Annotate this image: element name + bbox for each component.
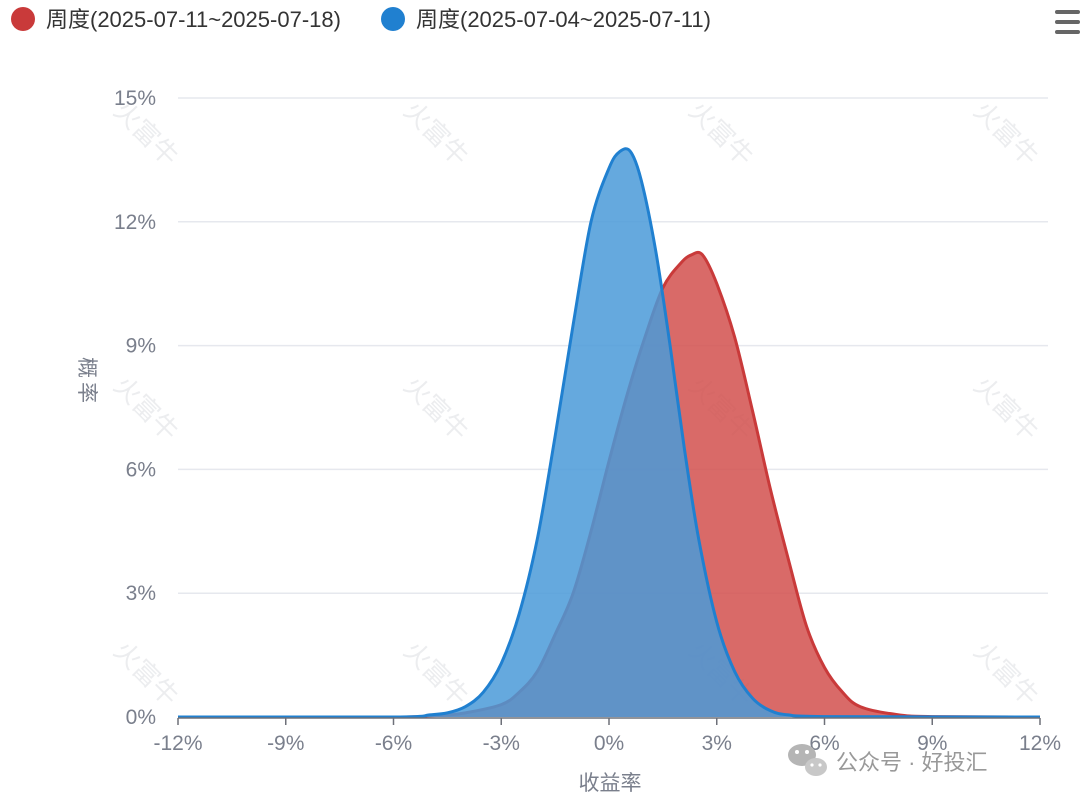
watermark-text: 火富牛 [967, 371, 1043, 447]
legend-item-week-0711-0718[interactable]: 周度(2025-07-11~2025-07-18) [11, 7, 341, 32]
x-tick-label: -3% [483, 732, 520, 755]
x-tick-label: 12% [1019, 732, 1061, 755]
wechat-badge: 公众号 · 好投汇 [788, 744, 988, 776]
y-tick-label: 0% [126, 706, 156, 729]
hamburger-menu-icon[interactable] [1055, 10, 1080, 34]
watermark-text: 火富牛 [107, 636, 183, 712]
watermark-text: 火富牛 [967, 96, 1043, 172]
x-tick-label: -12% [153, 732, 202, 755]
legend-marker-blue [381, 7, 405, 31]
y-tick-label: 6% [126, 458, 156, 481]
watermark-text: 火富牛 [967, 636, 1043, 712]
y-tick-label: 3% [126, 582, 156, 605]
legend-item-week-0704-0711[interactable]: 周度(2025-07-04~2025-07-11) [381, 7, 711, 32]
x-tick-label: 6% [809, 732, 839, 755]
series-line-1 [177, 147, 1041, 719]
x-tick-label: 9% [917, 732, 947, 755]
legend-label-week-0704-0711: 周度(2025-07-04~2025-07-11) [416, 7, 711, 32]
series-area-1 [178, 148, 1040, 717]
y-tick-label: 9% [126, 335, 156, 358]
x-tick-label: -6% [375, 732, 412, 755]
axes [177, 717, 1041, 725]
legend-label-week-0711-0718: 周度(2025-07-11~2025-07-18) [46, 7, 341, 32]
y-tick-label: 15% [114, 87, 156, 110]
wechat-icon [788, 744, 827, 776]
x-tick-label: 0% [594, 732, 624, 755]
watermark-text: 火富牛 [682, 96, 758, 172]
y-axis-title: 概率 [75, 357, 98, 407]
x-tick-label: -9% [267, 732, 304, 755]
watermark-text: 火富牛 [397, 371, 473, 447]
legend: 周度(2025-07-11~2025-07-18) 周度(2025-07-04~… [11, 7, 711, 32]
x-tick-label: 3% [702, 732, 732, 755]
wechat-account-label: 公众号 · 好投汇 [836, 750, 988, 775]
y-tick-labels: 0% 3% 6% 9% 12% 15% [114, 87, 156, 729]
watermark-text: 火富牛 [397, 96, 473, 172]
y-tick-label: 12% [114, 211, 156, 234]
watermark-text: 火富牛 [107, 371, 183, 447]
series-layer [177, 147, 1041, 719]
legend-marker-red [11, 7, 35, 31]
x-axis-title: 收益率 [579, 772, 642, 795]
watermark-text: 火富牛 [397, 636, 473, 712]
x-tick-labels: -12% -9% -6% -3% 0% 3% 6% 9% 12% [153, 732, 1061, 755]
